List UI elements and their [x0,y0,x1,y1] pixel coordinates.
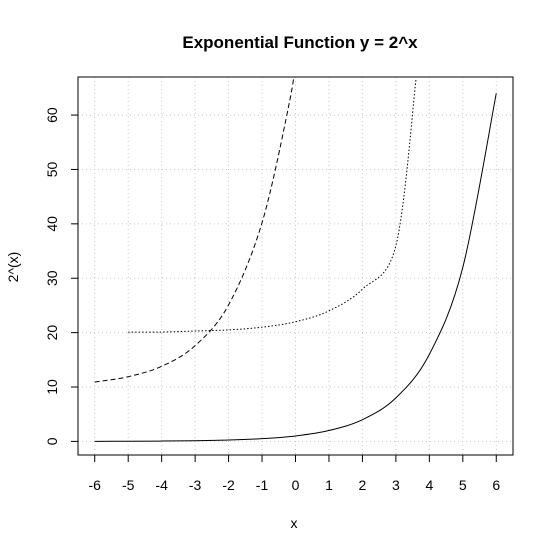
x-tick-label: -5 [122,477,135,493]
x-tick-label: 3 [392,477,400,493]
x-tick-label: 5 [459,477,467,493]
y-tick-label: 20 [44,325,60,341]
x-tick-label: -2 [222,477,235,493]
series-line-1 [94,93,497,442]
x-tick-label: 0 [292,477,300,493]
x-tick-label: -6 [89,477,102,493]
grid-lines [78,77,513,455]
y-axis: 0 10 20 30 40 50 60 [44,107,78,445]
x-tick-label: 4 [425,477,433,493]
y-tick-label: 30 [44,270,60,286]
x-axis: -6 -5 -4 -3 -2 -1 0 1 2 3 4 5 6 [89,454,500,493]
series-line-2 [128,79,417,333]
y-tick-label: 60 [44,107,60,123]
y-tick-label: 50 [44,161,60,177]
x-tick-label: 2 [359,477,367,493]
x-tick-label: 1 [325,477,333,493]
y-tick-label: 0 [44,437,60,445]
chart-title: Exponential Function y = 2^x [182,33,418,52]
x-tick-label: -4 [155,477,168,493]
x-tick-label: 6 [492,477,500,493]
y-tick-label: 40 [44,216,60,232]
series-layer [94,77,497,442]
x-tick-label: -1 [256,477,269,493]
y-tick-label: 10 [44,379,60,395]
y-axis-label: 2^(x) [5,252,21,283]
x-tick-label: -3 [189,477,202,493]
x-axis-label: x [291,515,298,531]
series-line-3 [94,77,295,383]
